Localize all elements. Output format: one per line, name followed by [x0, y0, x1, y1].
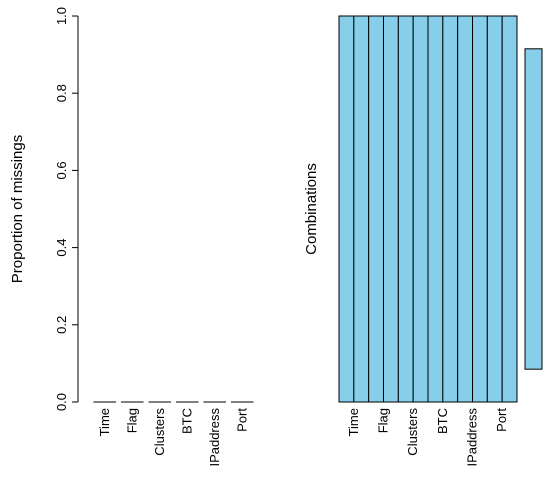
combination-cell [368, 15, 384, 403]
x-tick-label: Time [97, 408, 112, 436]
combination-cell [427, 15, 444, 403]
proportion-missing-panel: 0.0 0.2 0.4 0.6 0.8 1.0 Time Flag Clusters BTC IP… [9, 7, 254, 467]
y-tick-label: 0.6 [54, 161, 69, 179]
x-tick-label: IPaddress [207, 408, 222, 467]
combination-cell [486, 15, 503, 403]
y-tick-label: 0.0 [54, 393, 69, 411]
variable-tick-labels: Time Flag Clusters BTC IPaddress Port [346, 408, 509, 467]
combination-cell [457, 15, 473, 403]
combination-frequency-bars [524, 48, 543, 370]
combination-cell [501, 15, 518, 403]
y-axis-label: Proportion of missings [9, 135, 26, 283]
y-tick-label: 0.2 [54, 316, 69, 334]
x-tick-label: Port [234, 408, 249, 432]
combinations-axis-label: Combinations [303, 163, 320, 255]
x-tick-label: Clusters [152, 408, 167, 456]
variable-label: IPaddress [465, 408, 480, 467]
variable-label: Flag [376, 408, 391, 433]
variable-label: Time [346, 408, 361, 436]
x-tick-label: BTC [179, 408, 194, 434]
y-tick-label: 1.0 [54, 7, 69, 25]
combinations-panel: Combinations Time Flag Clusters BTC IPaddres… [303, 15, 543, 467]
combination-cell [472, 15, 488, 403]
combination-cell [338, 15, 355, 403]
variable-label: Port [494, 408, 509, 432]
combination-cell [442, 15, 459, 403]
combination-grid [338, 15, 518, 403]
variable-label: Clusters [405, 408, 420, 456]
y-tick-label: 0.8 [54, 84, 69, 102]
y-tick-label: 0.4 [54, 239, 69, 257]
combination-cell [397, 15, 414, 403]
variable-label: BTC [435, 408, 450, 434]
combination-cell [353, 15, 370, 403]
combination-cell [412, 15, 429, 403]
combination-cell [383, 15, 399, 403]
y-axis-ticks: 0.0 0.2 0.4 0.6 0.8 1.0 [54, 7, 78, 411]
x-axis-tick-labels: Time Flag Clusters BTC IPaddress Port [97, 408, 250, 467]
x-tick-label: Flag [124, 408, 139, 433]
combination-frequency-bar [524, 48, 543, 370]
